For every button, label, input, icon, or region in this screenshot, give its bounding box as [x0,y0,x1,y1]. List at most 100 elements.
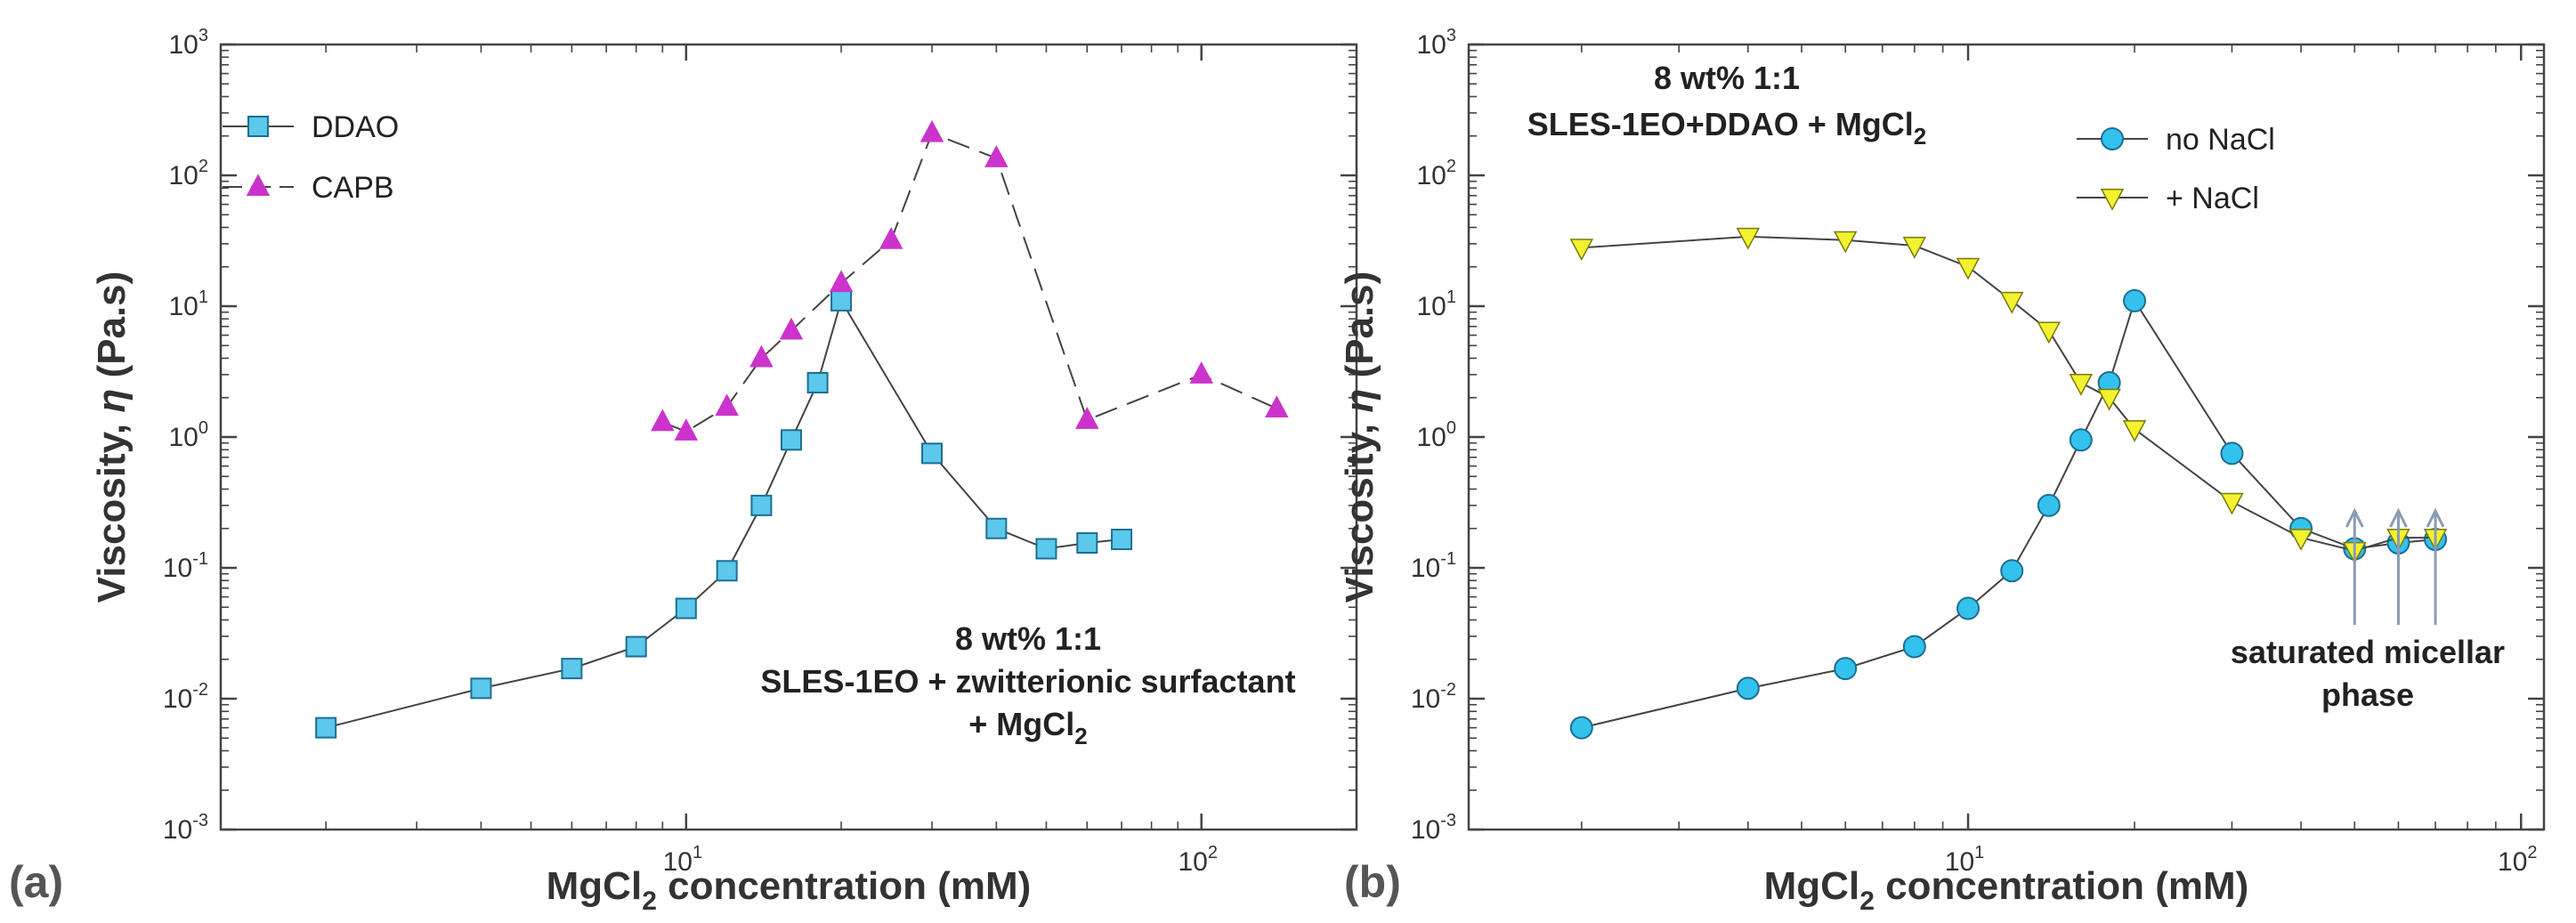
legend-label: + NaCl [2166,182,2259,215]
annotation-text: SLES-1EO+DDAO + MgCl [1527,106,1914,142]
x-axis-title: MgCl2 concentration (mM) [1764,864,2249,916]
data-point [2069,374,2094,396]
x-axis-title-subscript: 2 [642,887,657,916]
x-tick-label: 102 [1178,843,1218,877]
y-tick-exponent: -1 [1440,549,1456,569]
y-tick-base: 10 [1417,423,1446,452]
data-point [1265,395,1289,418]
data-point [2097,388,2121,411]
data-point [780,429,802,451]
y-tick-exponent: 3 [198,26,208,45]
data-point [1902,635,1926,659]
data-point [1956,596,1981,620]
annotation-subscript: 2 [1074,723,1087,749]
data-point [651,409,675,432]
series-line [661,132,1277,433]
legend-label: CAPB [312,171,394,205]
y-tick-label: 100 [1417,418,1457,452]
data-point [779,317,804,340]
annotation-line: phase [2321,676,2414,713]
data-point [675,597,697,619]
series-line [1581,235,2436,552]
y-tick-label: 102 [1417,157,1457,190]
annotation: 8 wt% 1:1 SLES-1EO+DDAO + MgCl2 [1527,60,1927,150]
data-point [1076,532,1098,555]
y-tick-base: 10 [1417,292,1446,321]
panel-label-text: (b) [1344,857,1401,907]
y-tick-label: 10-3 [1411,811,1456,845]
y-tick-base: 10 [1411,554,1440,583]
legend-label-text: + NaCl [2166,182,2259,215]
series-capb [651,119,1289,441]
x-tick-exponent: 2 [2527,843,2537,862]
y-axis-title-symbol: η [1338,389,1381,413]
data-point [2220,441,2244,466]
data-point [1111,529,1133,551]
data-point [2288,529,2313,551]
y-tick-exponent: -2 [1440,680,1456,700]
annotation-line: 8 wt% 1:1 [1654,60,1800,96]
y-tick-exponent: 2 [198,157,208,176]
y-tick-base: 10 [169,30,198,60]
data-point [985,517,1008,539]
legend: no NaCl + NaCl [2077,123,2275,215]
data-point [2037,493,2061,517]
y-axis-title: Viscosity, η (Pa.s) [90,271,134,603]
annotation-line: saturated micellar [2231,634,2505,670]
y-tick-exponent: 0 [198,418,208,438]
annotation-text: phase [2321,676,2414,713]
y-tick-base: 10 [163,815,192,845]
y-axis-title-rest: (Pa.s) [1338,271,1381,389]
y-tick-exponent: 3 [1446,26,1456,45]
x-axis-title-main: MgCl [547,864,643,908]
data-point [830,289,853,312]
series-ddao [315,289,1133,739]
x-tick-exponent: 1 [1974,843,1984,862]
data-point [2122,420,2147,442]
annotation-line: + MgCl2 [968,706,1087,749]
data-point [1569,239,1594,262]
data-point [921,442,944,465]
legend-marker [246,174,271,196]
x-tick-label: 101 [663,843,703,877]
data-point [1999,291,2024,314]
annotation-text: SLES-1EO + zwitterionic surfactant [760,663,1295,700]
data-point [1736,676,1760,700]
data-point [1569,716,1593,740]
data-point [2220,492,2244,515]
legend-label-text: no NaCl [2166,123,2275,157]
data-point [879,226,903,249]
y-tick-base: 10 [163,554,192,583]
y-tick-label: 103 [169,26,209,60]
y-tick-exponent: 1 [198,287,208,307]
y-tick-exponent: 2 [1446,157,1456,176]
data-point [1833,231,1858,254]
y-tick-label: 10-1 [1411,549,1456,583]
arrow-head [2426,507,2445,528]
data-point [470,677,492,700]
annotation-line: SLES-1EO+DDAO + MgCl2 [1527,106,1927,150]
y-tick-exponent: -1 [192,549,208,569]
x-axis-title-rest: concentration (mM) [657,864,1031,908]
y-tick-exponent: -3 [192,811,208,830]
y-tick-label: 10-2 [163,680,208,714]
y-axis-title: Viscosity, η (Pa.s) [1338,271,1381,603]
legend-label: no NaCl [2166,123,2275,157]
y-axis-title-main: Viscosity, [90,413,134,603]
x-axis-title-subscript: 2 [1859,887,1875,916]
legend-label-text: CAPB [312,171,394,205]
y-tick-base: 10 [1417,30,1446,60]
y-tick-label: 10-1 [163,549,208,583]
data-point [749,344,774,368]
series-no-nacl [1569,288,2448,740]
data-point [984,145,1009,167]
data-point [315,717,337,739]
legend-label: DDAO [312,110,399,144]
annotation-text: 8 wt% 1:1 [1654,60,1800,96]
y-tick-base: 10 [1417,161,1446,190]
data-point [2123,288,2147,312]
y-tick-base: 10 [169,292,198,321]
